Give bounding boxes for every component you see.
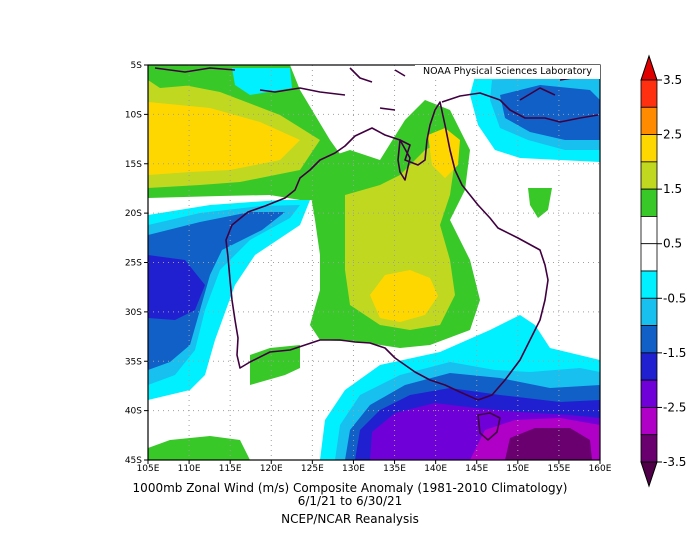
lat-tick-label: 35S	[125, 357, 142, 367]
colorbar-swatch	[640, 216, 658, 245]
lon-tick-label: 140E	[424, 464, 447, 474]
lon-tick-label: 160E	[589, 464, 612, 474]
lat-tick-label: 40S	[125, 407, 142, 417]
colorbar-label: 1.5	[663, 182, 682, 196]
positive-patch-sw	[148, 436, 250, 460]
lon-tick-label: 145E	[465, 464, 488, 474]
colorbar-swatch	[640, 79, 658, 108]
negative-patch-north	[232, 68, 292, 95]
colorbar-label: -3.5	[663, 455, 686, 469]
negative-anomaly-west-core	[148, 212, 285, 370]
caption-date-range: 6/1/21 to 6/30/21	[297, 494, 403, 508]
gulf-coastline	[397, 139, 411, 181]
colorbar-swatch	[640, 270, 658, 299]
lon-tick-label: 120E	[260, 464, 283, 474]
max-anomaly-nw	[148, 102, 300, 175]
colorbar-swatch	[640, 243, 658, 272]
colorbar-swatch	[640, 325, 658, 354]
tasmania-coastline	[477, 412, 501, 441]
positive-patch-east	[528, 188, 552, 218]
colorbar-label: 0.5	[663, 237, 682, 251]
colorbar-label: -2.5	[663, 400, 686, 414]
colorbar-label: -0.5	[663, 291, 686, 305]
negative-anomaly-west-strong	[148, 255, 205, 320]
lat-tick-label: 10S	[125, 110, 142, 120]
lon-tick-label: 115E	[219, 464, 242, 474]
australia-coastline	[225, 101, 549, 401]
indonesia-coastline-1	[154, 67, 346, 96]
colorbar: 3.5 2.5 1.5 0.5 -0.5 -1.5 -2.5 -3.5	[640, 54, 686, 488]
colorbar-swatch	[640, 352, 658, 381]
lon-tick-label: 135E	[383, 464, 406, 474]
lat-tick-label: 15S	[125, 160, 142, 170]
colorbar-bottom-arrow	[640, 461, 658, 488]
longitude-ticks: 105E 110E 115E 120E 125E 130E 135E 140E 145E 150E…	[137, 460, 612, 474]
lon-tick-label: 155E	[547, 464, 570, 474]
colorbar-swatch	[640, 134, 658, 163]
colorbar-top-arrow	[640, 54, 658, 81]
colorbar-swatch	[640, 161, 658, 190]
caption-title: 1000mb Zonal Wind (m/s) Composite Anomal…	[132, 481, 568, 495]
colorbar-swatch	[640, 188, 658, 217]
lat-tick-label: 30S	[125, 308, 142, 318]
colorbar-label: 2.5	[663, 128, 682, 142]
lon-tick-label: 125E	[301, 464, 324, 474]
lon-tick-label: 150E	[506, 464, 529, 474]
lat-tick-label: 5S	[131, 61, 143, 71]
lon-tick-label: 105E	[137, 464, 160, 474]
lon-tick-label: 110E	[178, 464, 201, 474]
negative-anomaly-ne-core	[500, 85, 600, 140]
caption-source: NCEP/NCAR Reanalysis	[281, 512, 419, 526]
lat-tick-label: 45S	[125, 456, 142, 466]
latitude-ticks: 5S 10S 15S 20S 25S 30S 35S 40S 45S	[125, 61, 148, 466]
colorbar-swatch	[640, 106, 658, 135]
colorbar-swatch	[640, 407, 658, 436]
lat-lon-grid	[148, 65, 600, 460]
colorbar-label: 3.5	[663, 73, 682, 87]
indonesia-coastline-2	[349, 67, 406, 111]
min-anomaly-south	[505, 428, 592, 460]
max-anomaly-central	[370, 270, 438, 322]
colorbar-swatch	[640, 297, 658, 326]
colorbar-swatch	[640, 434, 658, 463]
colorbar-swatch	[640, 379, 658, 408]
anomaly-field	[148, 65, 600, 460]
colorbar-label: -1.5	[663, 346, 686, 360]
lat-tick-label: 25S	[125, 259, 142, 269]
lon-tick-label: 130E	[342, 464, 365, 474]
lat-tick-label: 20S	[125, 209, 142, 219]
positive-patch-north	[148, 65, 200, 88]
credit-label: NOAA Physical Sciences Laboratory	[415, 65, 600, 79]
